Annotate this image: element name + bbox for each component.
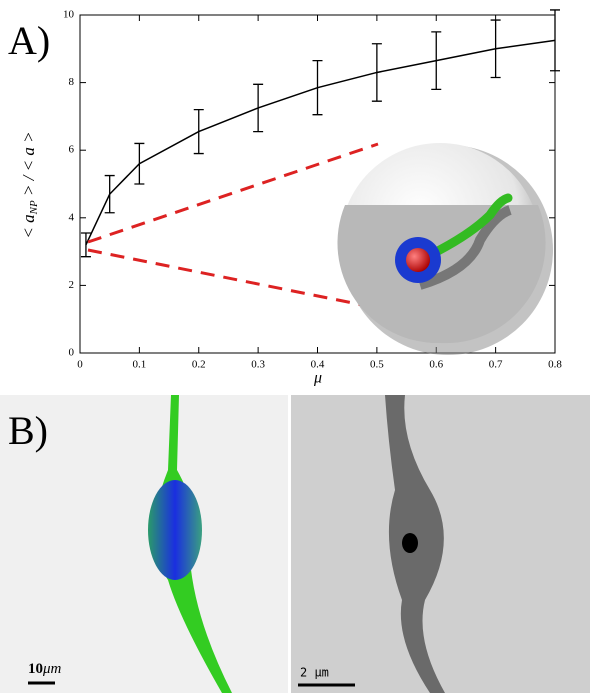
inset — [87, 142, 553, 355]
x-tick-label: 0.5 — [370, 359, 384, 371]
x-tick-label: 0.3 — [251, 359, 265, 371]
y-tick-label: 6 — [69, 144, 75, 156]
y-label-rest: > / < a > — [19, 131, 38, 200]
data-line — [85, 39, 556, 246]
x-tick-label: 0.6 — [429, 359, 443, 371]
panel-label: A) — [8, 18, 50, 63]
x-tick-label: 0 — [77, 359, 83, 371]
y-label-sub: NP — [28, 200, 40, 215]
inset-fiber-shadow — [418, 205, 512, 290]
scale-unit: μm — [42, 661, 62, 677]
tem-particle — [402, 533, 418, 553]
x-axis-label: μ — [313, 370, 322, 387]
y-tick-label: 0 — [69, 347, 75, 359]
y-label-main: < a — [19, 214, 38, 238]
simulation-image — [0, 395, 288, 693]
y-axis-label: < aNP > / < a > — [19, 131, 40, 238]
panel-label: B) — [8, 408, 48, 453]
y-tick-label: 2 — [69, 279, 75, 291]
y-tick-label: 4 — [69, 211, 75, 223]
x-tick-label: 0.1 — [133, 359, 147, 371]
y-tick-label: 10 — [63, 9, 75, 21]
inset-particle — [406, 248, 430, 272]
x-tick-label: 0.7 — [489, 359, 503, 371]
simulated-bulge — [148, 480, 202, 580]
inset-fiber — [425, 193, 513, 260]
x-tick-label: 0.4 — [311, 359, 325, 371]
y-tick-label: 8 — [69, 76, 75, 88]
scale-label: 2 μm — [300, 666, 329, 680]
x-tick-label: 0.8 — [548, 359, 562, 371]
scale-label: 10μm — [28, 661, 62, 677]
x-tick-label: 0.2 — [192, 359, 206, 371]
inset-pointer — [87, 248, 379, 310]
scale-number: 10 — [28, 661, 43, 677]
inset-pointer — [87, 142, 379, 244]
